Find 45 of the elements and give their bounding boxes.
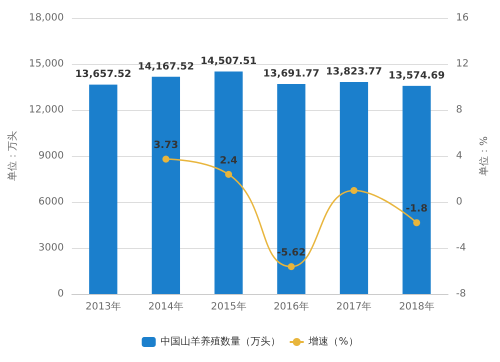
point: [162, 156, 170, 163]
y2-tick-label: -4: [456, 242, 466, 254]
y2-axis-title: 单位：%: [478, 136, 490, 176]
point: [350, 187, 358, 194]
y-tick-label: 15,000: [28, 58, 64, 70]
y-tick-label: 6000: [38, 196, 64, 208]
y2-tick-label: 12: [456, 58, 469, 70]
y2-tick-label: 0: [456, 196, 462, 208]
data-label: 3.73: [154, 140, 178, 152]
bar: [340, 82, 368, 294]
y2-tick-label: -8: [456, 288, 466, 300]
data-label: 14,167.52: [138, 61, 194, 72]
legend-label: 增速（%）: [308, 336, 358, 348]
data-label: 2.4: [220, 155, 238, 166]
x-tick-label: 2018年: [398, 300, 434, 312]
x-tick-label: 2014年: [148, 300, 184, 312]
y-tick-label: 0: [58, 288, 64, 300]
data-label: 14,507.51: [200, 56, 257, 68]
y-tick-label: 3000: [38, 242, 64, 254]
bar: [402, 86, 431, 294]
point: [288, 263, 295, 270]
bar: [277, 84, 306, 294]
data-label: 13,823.77: [326, 66, 382, 78]
x-tick-label: 2016年: [274, 300, 310, 312]
bar: [214, 72, 243, 294]
y-tick-label: 12,000: [28, 104, 64, 116]
y-axis-title: 单位：万头: [6, 131, 18, 181]
x-tick-label: 2015年: [210, 300, 246, 312]
bar: [152, 76, 180, 294]
point: [413, 219, 420, 226]
x-tick-label: 2017年: [336, 300, 372, 312]
y-tick-label: 18,000: [28, 12, 64, 24]
data-label: -5.62: [276, 248, 306, 259]
x-tick-label: 2013年: [86, 300, 121, 312]
legend-label: 中国山羊养殖数量（万头）: [160, 336, 281, 348]
data-label: 13,657.52: [75, 69, 132, 80]
y2-tick-label: 16: [456, 12, 469, 24]
data-label: 13,574.69: [388, 70, 445, 82]
y2-tick-label: 4: [456, 150, 462, 162]
data-label: -1.8: [406, 204, 428, 215]
bar: [89, 84, 118, 294]
point: [225, 170, 232, 178]
y2-tick-label: 8: [456, 104, 462, 116]
data-label: 13,691.77: [263, 68, 320, 80]
y-tick-label: 9000: [38, 150, 64, 162]
